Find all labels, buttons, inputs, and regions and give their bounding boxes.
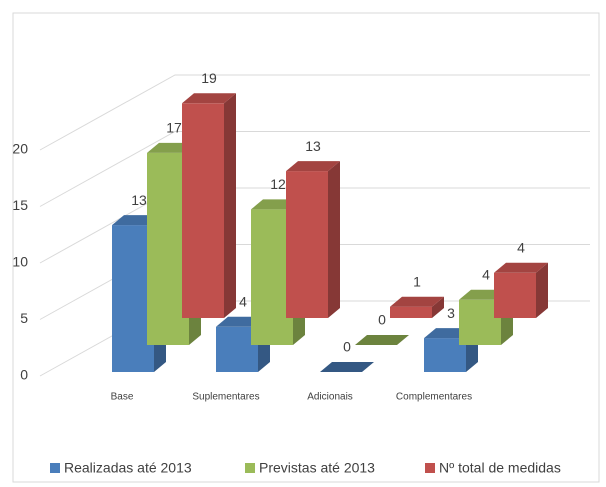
bar xyxy=(390,296,444,318)
bar-side xyxy=(224,93,236,318)
value-label: 12 xyxy=(270,176,286,192)
bar xyxy=(355,335,409,345)
legend-label: Nº total de medidas xyxy=(439,460,561,476)
x-tick-label: Adicionais xyxy=(307,392,353,403)
bar xyxy=(320,362,374,372)
value-label: 3 xyxy=(447,305,455,321)
value-label: 1 xyxy=(413,273,421,289)
x-tick-label: Base xyxy=(111,392,134,403)
bar-side xyxy=(432,296,444,318)
x-tick-label: Complementares xyxy=(396,392,472,403)
bar-top xyxy=(320,362,374,372)
bar-front xyxy=(494,272,536,318)
bar xyxy=(286,161,340,318)
bar-front xyxy=(286,171,328,318)
legend-swatch xyxy=(425,463,435,473)
y-tick-label: 10 xyxy=(12,254,28,270)
y-tick-label: 0 xyxy=(20,367,28,383)
value-label: 0 xyxy=(343,339,351,355)
bar-front xyxy=(390,306,432,318)
value-label: 4 xyxy=(239,294,247,310)
bar-top xyxy=(182,93,236,104)
grid-line xyxy=(39,131,590,207)
grid-line xyxy=(39,74,590,151)
bar-top xyxy=(355,335,409,345)
value-label: 0 xyxy=(378,312,386,328)
value-label: 17 xyxy=(166,120,182,136)
legend-label: Previstas até 2013 xyxy=(259,460,375,476)
y-tick-label: 15 xyxy=(12,197,28,213)
legend-swatch xyxy=(50,463,60,473)
bar-top xyxy=(390,296,444,307)
bar-side xyxy=(328,161,340,318)
bar-side xyxy=(536,262,548,318)
bar xyxy=(494,262,548,318)
value-label: 4 xyxy=(482,267,490,283)
bar-top xyxy=(286,161,340,172)
bar-top xyxy=(494,262,548,273)
value-label: 4 xyxy=(517,240,525,256)
bar xyxy=(182,93,236,318)
value-label: 13 xyxy=(305,138,321,154)
bar-front xyxy=(182,103,224,318)
legend-swatch xyxy=(245,463,255,473)
x-tick-label: Suplementares xyxy=(192,392,259,403)
y-tick-label: 20 xyxy=(12,141,28,157)
value-label: 13 xyxy=(131,192,147,208)
y-tick-label: 5 xyxy=(20,310,28,326)
value-label: 19 xyxy=(201,70,217,86)
legend-label: Realizadas até 2013 xyxy=(64,460,192,476)
